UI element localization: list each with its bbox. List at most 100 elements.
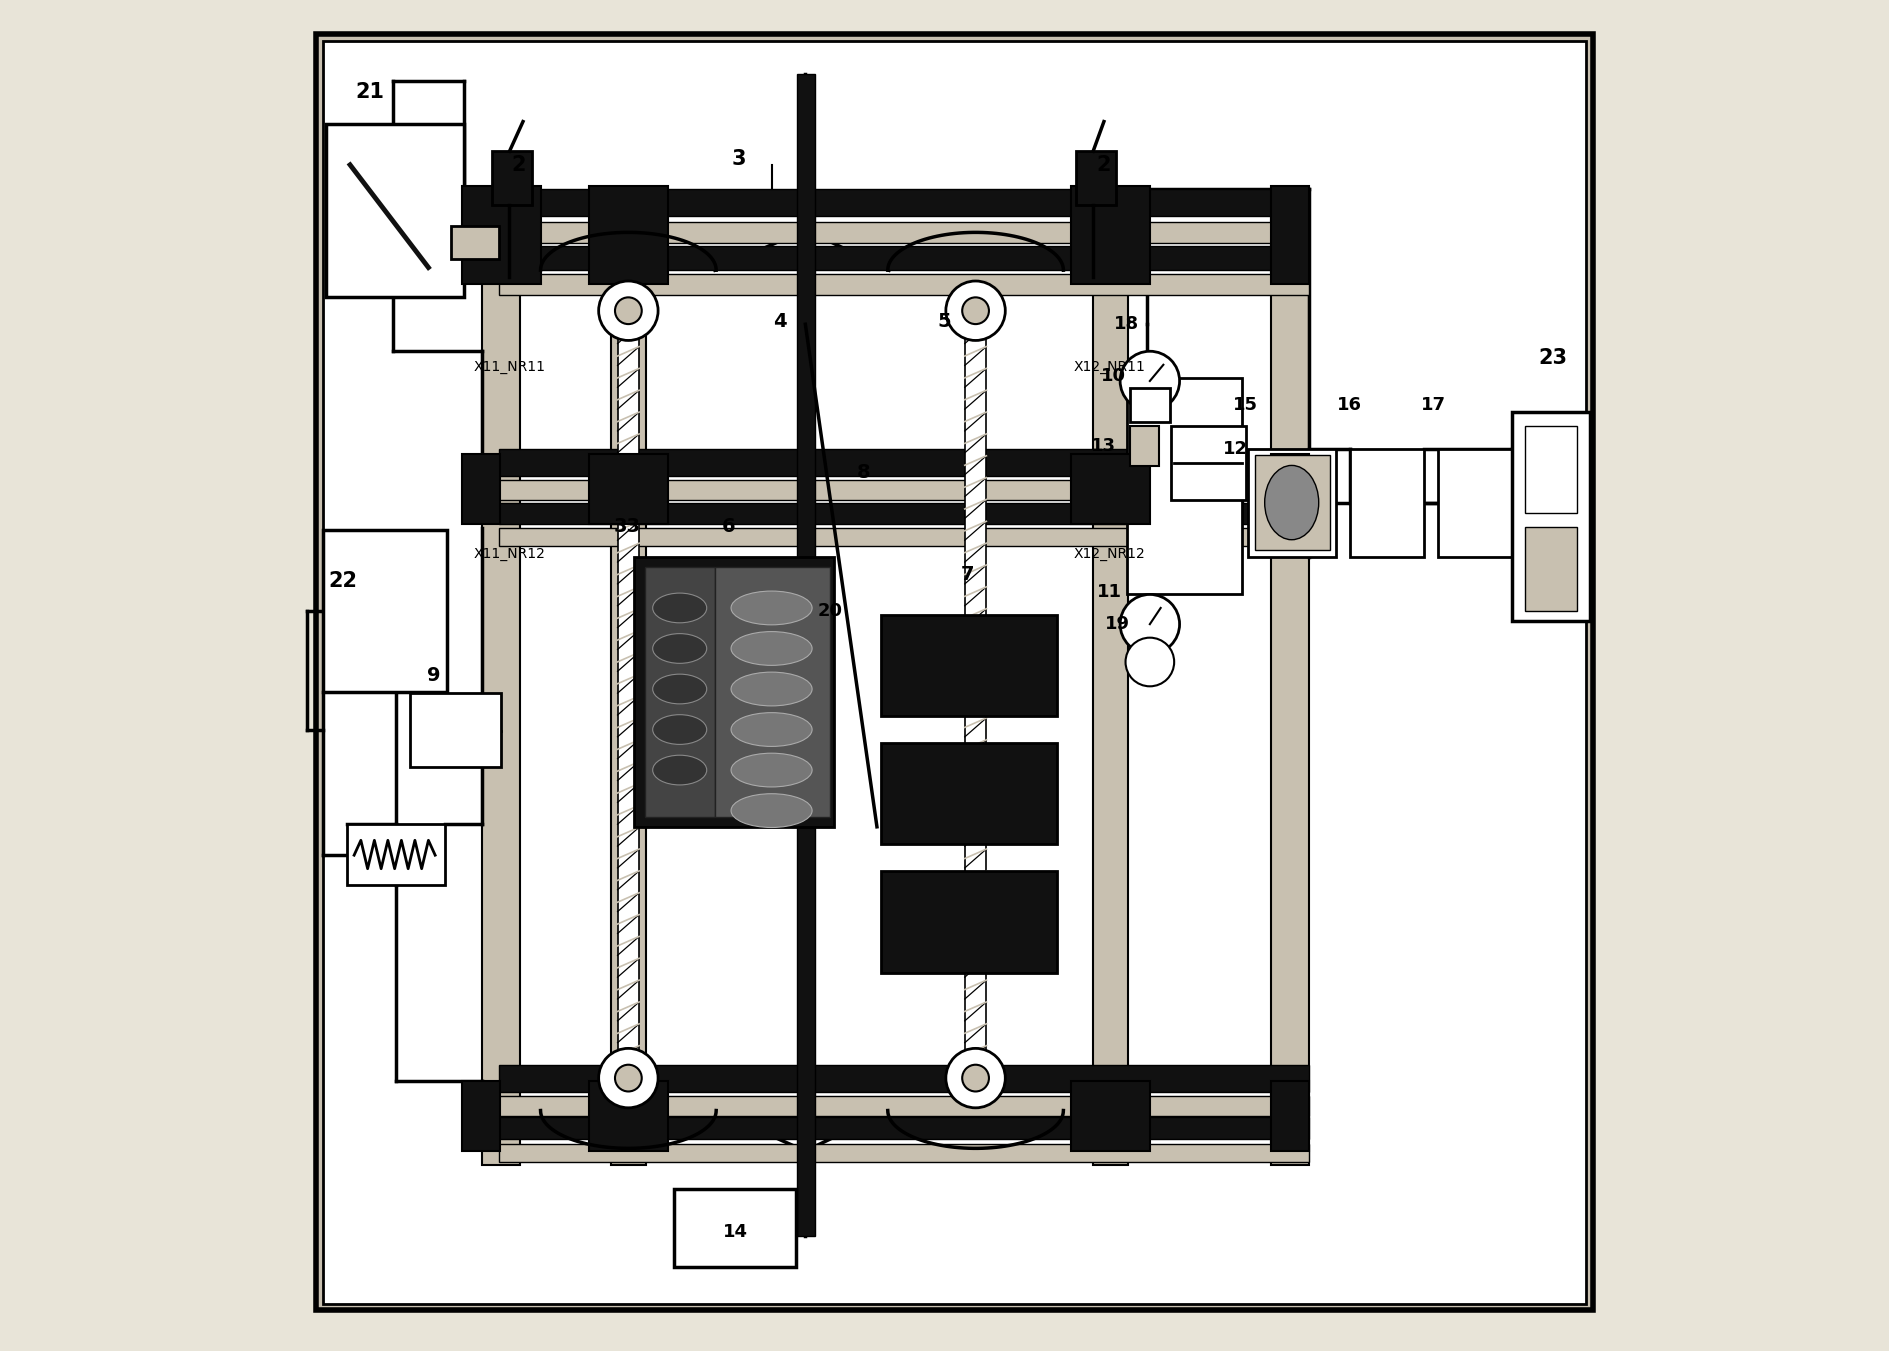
Text: X12_NR11: X12_NR11	[1073, 361, 1145, 374]
Text: 10: 10	[1101, 366, 1126, 385]
Ellipse shape	[654, 674, 706, 704]
Circle shape	[946, 1048, 1005, 1108]
Text: 9: 9	[427, 666, 440, 685]
Text: 2: 2	[512, 155, 527, 174]
Text: 19: 19	[1105, 615, 1130, 634]
Text: 8: 8	[856, 463, 871, 482]
Bar	[499, 503, 1309, 524]
Ellipse shape	[731, 794, 812, 827]
Circle shape	[599, 281, 657, 340]
Text: 33: 33	[614, 517, 640, 536]
Bar	[1511, 412, 1591, 621]
Circle shape	[616, 1065, 642, 1092]
Circle shape	[962, 1065, 990, 1092]
Circle shape	[946, 281, 1005, 340]
Bar	[325, 124, 463, 297]
Text: 22: 22	[329, 571, 357, 590]
Bar	[797, 74, 814, 1236]
Text: 15: 15	[1234, 396, 1258, 415]
Text: X11_NR11: X11_NR11	[474, 361, 546, 374]
Text: 13: 13	[1092, 436, 1116, 455]
Bar	[1271, 195, 1309, 1165]
Text: 14: 14	[723, 1223, 748, 1242]
Ellipse shape	[654, 593, 706, 623]
Bar	[1438, 449, 1511, 557]
Bar	[1526, 527, 1577, 611]
Text: 2: 2	[1098, 155, 1111, 174]
Bar	[463, 186, 540, 284]
Circle shape	[599, 1048, 657, 1108]
Ellipse shape	[731, 590, 812, 624]
Ellipse shape	[731, 713, 812, 746]
Bar	[618, 300, 638, 1065]
Text: 16: 16	[1337, 396, 1362, 415]
Bar	[499, 274, 1309, 295]
Bar	[1075, 151, 1116, 205]
Bar	[1271, 454, 1309, 524]
Bar	[1249, 449, 1336, 557]
Text: 6: 6	[722, 517, 735, 536]
Bar	[499, 246, 1309, 270]
Bar	[482, 195, 519, 1165]
Bar	[714, 567, 829, 817]
Text: 7: 7	[962, 565, 975, 584]
Bar	[610, 195, 646, 1165]
Bar	[589, 454, 667, 524]
Bar	[499, 189, 1309, 216]
Text: 17: 17	[1421, 396, 1447, 415]
Text: 12: 12	[1222, 439, 1247, 458]
Ellipse shape	[731, 753, 812, 786]
Bar	[635, 557, 833, 827]
Bar	[491, 151, 533, 205]
Bar	[1351, 449, 1424, 557]
Bar	[410, 693, 501, 767]
Bar	[589, 186, 667, 284]
Circle shape	[1120, 594, 1179, 654]
Bar	[644, 567, 714, 817]
Text: X11_NR12: X11_NR12	[474, 547, 546, 561]
Bar	[880, 871, 1056, 973]
Ellipse shape	[654, 634, 706, 663]
Bar	[674, 1189, 795, 1267]
Text: 11: 11	[1098, 582, 1122, 601]
Bar	[1094, 195, 1128, 1165]
Bar	[965, 300, 986, 1065]
Text: 5: 5	[937, 312, 952, 331]
Bar	[463, 454, 501, 524]
Bar	[499, 1096, 1309, 1116]
Bar	[499, 449, 1309, 476]
Circle shape	[1126, 638, 1175, 686]
Bar	[348, 824, 444, 885]
Bar	[1271, 186, 1309, 284]
Ellipse shape	[731, 632, 812, 666]
Bar	[1254, 455, 1330, 550]
Bar	[1071, 1081, 1150, 1151]
Ellipse shape	[1266, 465, 1319, 540]
Text: 4: 4	[773, 312, 786, 331]
Bar	[499, 1065, 1309, 1092]
Circle shape	[962, 297, 990, 324]
Ellipse shape	[654, 755, 706, 785]
Bar	[589, 1081, 667, 1151]
Text: 18: 18	[1115, 315, 1139, 334]
Bar	[463, 1081, 501, 1151]
Bar	[1128, 378, 1241, 594]
Text: 20: 20	[818, 601, 842, 620]
Bar	[1526, 426, 1577, 513]
Bar	[499, 528, 1309, 546]
Bar	[1271, 1081, 1309, 1151]
Bar	[499, 1117, 1309, 1139]
Text: 23: 23	[1538, 349, 1568, 367]
Circle shape	[616, 297, 642, 324]
Bar	[1130, 426, 1160, 466]
Bar	[1171, 426, 1245, 500]
Bar	[499, 222, 1309, 243]
Bar	[499, 480, 1309, 500]
Bar	[323, 530, 448, 692]
Bar	[499, 1144, 1309, 1162]
Ellipse shape	[731, 671, 812, 707]
Text: X12_NR12: X12_NR12	[1073, 547, 1145, 561]
Text: 3: 3	[731, 150, 746, 169]
Text: 21: 21	[355, 82, 385, 101]
Ellipse shape	[654, 715, 706, 744]
